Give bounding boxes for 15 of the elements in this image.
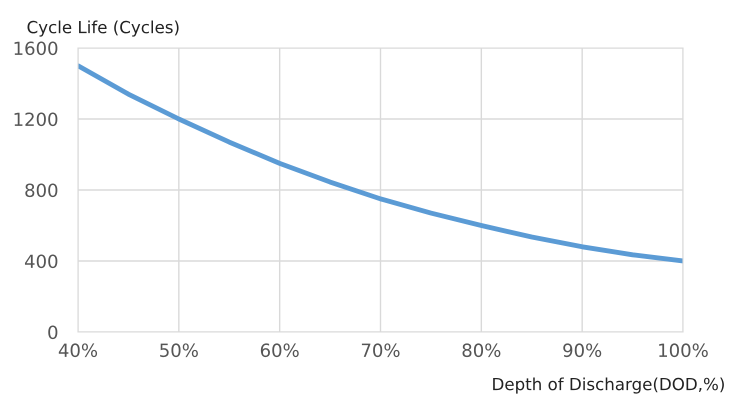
y-tick-label: 800 bbox=[25, 183, 58, 198]
x-tick-label: 90% bbox=[563, 343, 602, 358]
x-tick-label: 50% bbox=[160, 343, 198, 358]
y-tick-label: 1200 bbox=[14, 112, 58, 126]
x-tick-label: 100% bbox=[659, 343, 708, 358]
line-series bbox=[78, 63, 683, 264]
x-tick-label: 60% bbox=[260, 343, 299, 358]
y-axis-title: Cycle Life (Cycles) bbox=[28, 20, 179, 37]
x-tick-label: 80% bbox=[462, 343, 500, 358]
y-tick-label: 1600 bbox=[14, 41, 58, 56]
y-tick-label: 400 bbox=[24, 254, 58, 268]
x-tick-label: 40% bbox=[58, 343, 98, 358]
x-axis-title: Depth of Discharge(DOD,%) bbox=[493, 377, 724, 394]
x-tick-label: 70% bbox=[362, 343, 400, 358]
y-tick-label: 0 bbox=[48, 325, 58, 340]
